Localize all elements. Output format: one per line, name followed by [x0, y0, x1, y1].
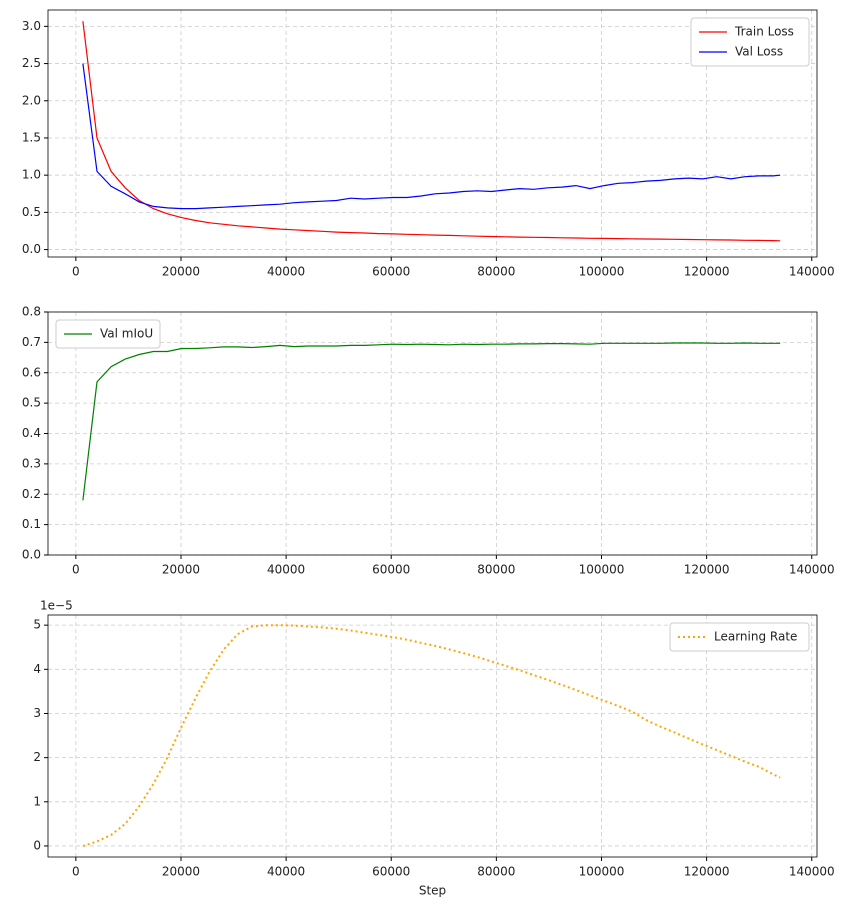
x-tick-label: 40000: [267, 265, 305, 279]
legend: Train Loss Val Loss: [690, 17, 810, 67]
y-tick-label: 1.0: [22, 168, 41, 182]
y-tick-label: 2.5: [22, 56, 41, 70]
axes-frame: [47, 9, 818, 258]
y-tick-label: 1: [33, 794, 41, 808]
y-tick-label: 3: [33, 706, 41, 720]
x-tick-label: 80000: [477, 865, 515, 879]
y-tick-label: 0.4: [22, 426, 41, 440]
y-tick-label: 0.6: [22, 365, 41, 379]
y-tick-label: 5: [33, 618, 41, 632]
y-tick-label: 3.0: [22, 19, 41, 33]
x-tick-label: 60000: [372, 563, 410, 577]
series-line: [82, 21, 781, 242]
x-tick-label: 80000: [477, 265, 515, 279]
y-tick-label: 0.5: [22, 205, 41, 219]
legend-label: Val mIoU: [100, 327, 153, 341]
y-tick-label: 0.3: [22, 456, 41, 470]
y-tick-label: 1.5: [22, 130, 41, 144]
legend: Val mIoU: [55, 319, 161, 349]
x-tick-label: 20000: [162, 265, 200, 279]
x-axis-label: Step: [419, 884, 446, 898]
x-tick-label: 0: [72, 563, 80, 577]
y-tick-label: 0.1: [22, 517, 41, 531]
y-tick-label: 0.8: [22, 305, 41, 319]
y-tick-label: 0.5: [22, 396, 41, 410]
legend-box: [669, 622, 810, 652]
x-tick-label: 40000: [267, 563, 305, 577]
legend: Learning Rate: [669, 622, 810, 652]
x-tick-label: 20000: [162, 563, 200, 577]
y-tick-label: 0.0: [22, 548, 41, 562]
x-tick-label: 140000: [789, 865, 835, 879]
y-tick-label: 0.0: [22, 242, 41, 256]
y-tick-label: 0.7: [22, 335, 41, 349]
x-tick-label: 60000: [372, 865, 410, 879]
axes-frame: [47, 614, 818, 858]
x-tick-label: 60000: [372, 265, 410, 279]
x-tick-label: 80000: [477, 563, 515, 577]
y-tick-label: 2.0: [22, 93, 41, 107]
series-line: [82, 624, 781, 847]
legend-label: Val Loss: [735, 45, 783, 59]
legend-box: [690, 17, 810, 67]
x-tick-label: 0: [72, 265, 80, 279]
x-tick-label: 140000: [789, 563, 835, 577]
x-tick-label: 40000: [267, 865, 305, 879]
series-line: [82, 342, 781, 501]
x-tick-label: 120000: [684, 865, 730, 879]
legend-box: [55, 319, 161, 349]
series-line: [82, 63, 781, 210]
x-tick-label: 20000: [162, 865, 200, 879]
y-offset-label: 1e−5: [40, 599, 73, 613]
x-tick-label: 0: [72, 865, 80, 879]
axes-frame: [47, 311, 818, 556]
y-tick-label: 2: [33, 750, 41, 764]
legend-label: Train Loss: [734, 25, 794, 39]
y-tick-label: 4: [33, 662, 41, 676]
y-tick-label: 0.2: [22, 487, 41, 501]
legend-label: Learning Rate: [714, 630, 797, 644]
x-tick-label: 120000: [684, 563, 730, 577]
x-tick-label: 100000: [579, 563, 625, 577]
x-tick-label: 100000: [579, 265, 625, 279]
y-tick-label: 0: [33, 838, 41, 852]
x-tick-label: 120000: [684, 265, 730, 279]
x-tick-label: 140000: [789, 265, 835, 279]
x-tick-label: 100000: [579, 865, 625, 879]
